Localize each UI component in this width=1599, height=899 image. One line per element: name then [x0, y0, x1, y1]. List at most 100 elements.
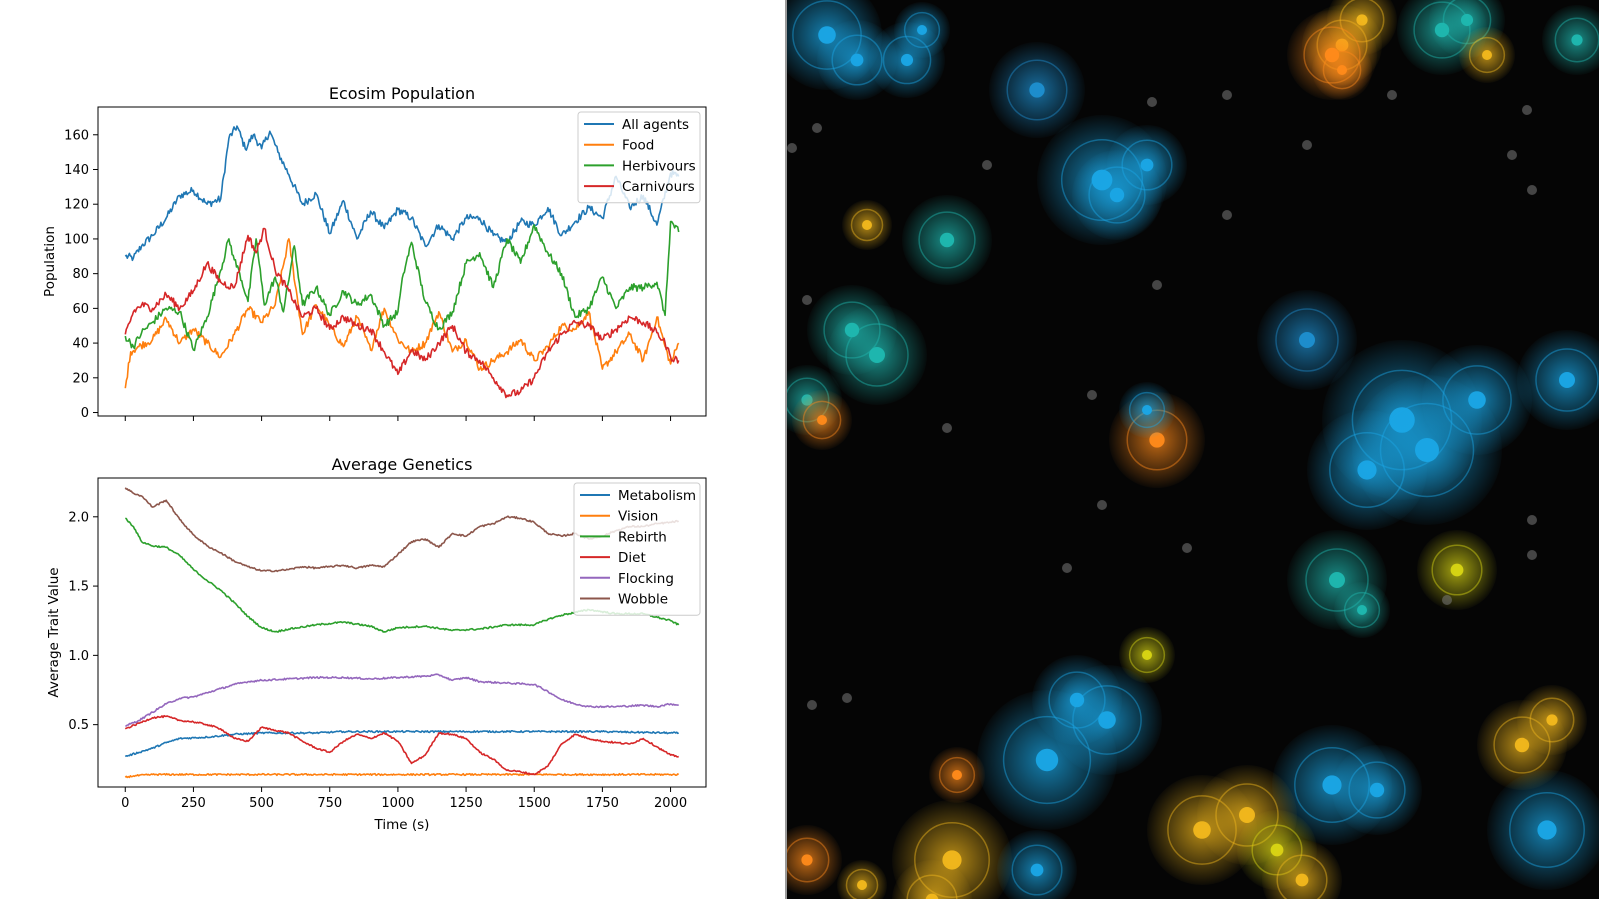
organism-ring	[1011, 844, 1063, 896]
organism-ring	[1128, 636, 1166, 674]
organism[interactable]	[1517, 330, 1599, 430]
organism[interactable]	[1459, 27, 1515, 83]
organism-ring	[1088, 166, 1146, 224]
organism[interactable]	[1542, 5, 1599, 75]
food-particle	[842, 693, 852, 703]
legend-label: Food	[622, 138, 654, 154]
y-tick-label: 120	[64, 198, 89, 213]
food-particle	[1147, 97, 1157, 107]
organism[interactable]	[787, 825, 842, 895]
organism-core	[1029, 82, 1045, 98]
organism[interactable]	[892, 860, 972, 899]
organism[interactable]	[1072, 150, 1162, 240]
food-particle	[1062, 563, 1072, 573]
organism-ring	[1535, 348, 1599, 412]
y-tick-label: 160	[64, 128, 89, 143]
organism[interactable]	[1262, 840, 1342, 899]
simulation-viewport[interactable]	[787, 0, 1599, 899]
y-tick-label: 60	[72, 302, 89, 317]
organism[interactable]	[1032, 655, 1122, 745]
organism-core	[1035, 748, 1059, 772]
organism[interactable]	[837, 860, 887, 899]
food-particle	[1302, 140, 1312, 150]
food-particle	[1097, 500, 1107, 510]
series-line-all-agents	[124, 125, 680, 262]
food-particle	[802, 295, 812, 305]
food-particle	[1527, 515, 1537, 525]
organism[interactable]	[1119, 627, 1175, 683]
organism[interactable]	[1334, 582, 1390, 638]
food-particle	[1222, 210, 1232, 220]
organism-core	[857, 880, 867, 890]
organism[interactable]	[1287, 10, 1377, 100]
organism-aura	[787, 825, 842, 895]
organism-core	[1109, 187, 1125, 203]
organism[interactable]	[894, 2, 950, 58]
organism-core	[869, 347, 885, 363]
x-tick-label: 1000	[381, 796, 414, 811]
y-tick-label: 20	[72, 371, 89, 386]
food-particle	[1387, 90, 1397, 100]
organism-ring	[1303, 26, 1361, 84]
food-particle	[1152, 280, 1162, 290]
organism[interactable]	[902, 195, 992, 285]
food-particle	[812, 123, 822, 133]
organism[interactable]	[1517, 685, 1587, 755]
organism-core	[1329, 572, 1345, 588]
organism-ring	[918, 211, 976, 269]
simulation-canvas[interactable]	[787, 0, 1599, 899]
organism[interactable]	[842, 200, 892, 250]
legend: Metabolism Vision Rebirth Diet Flocking Wobbl…	[573, 482, 701, 616]
x-tick-label: 750	[317, 796, 342, 811]
organism-core	[850, 53, 864, 67]
food-particle	[807, 700, 817, 710]
organism-ring	[1529, 697, 1575, 743]
organism[interactable]	[1417, 530, 1497, 610]
organism[interactable]	[997, 830, 1077, 899]
x-axis-label: Time (s)	[374, 817, 430, 833]
organism[interactable]	[792, 390, 852, 450]
organism[interactable]	[1487, 770, 1599, 890]
organism-ring	[802, 400, 842, 440]
x-tick-label: 2000	[654, 796, 687, 811]
organism-core	[1142, 650, 1152, 660]
x-tick-label: 0	[121, 796, 129, 811]
organism[interactable]	[929, 747, 985, 803]
organism-core	[1546, 714, 1558, 726]
organism-ring	[1128, 391, 1166, 429]
organism-aura	[1542, 5, 1599, 75]
organism-core	[801, 854, 813, 866]
organism[interactable]	[1119, 382, 1175, 438]
organism-ring	[845, 323, 909, 387]
organism-core	[1030, 863, 1044, 877]
organism-core	[1571, 34, 1583, 46]
organism-ring	[1276, 854, 1328, 899]
x-tick-label: 1250	[450, 796, 483, 811]
series-line-carnivours	[124, 227, 680, 399]
organism-ring	[845, 868, 879, 899]
organism-core	[1069, 692, 1085, 708]
organism[interactable]	[1257, 290, 1357, 390]
pane-divider[interactable]	[785, 0, 787, 899]
y-tick-label: 0	[81, 406, 89, 421]
series-line-diet	[124, 714, 679, 776]
series-line-flocking	[125, 673, 679, 727]
food-particle	[1507, 150, 1517, 160]
organism[interactable]	[1352, 375, 1502, 525]
organism-aura	[892, 860, 972, 899]
y-axis-label: Population	[42, 226, 58, 297]
organism-ring	[1348, 761, 1406, 819]
organism-ring	[1509, 792, 1585, 868]
chart-panel: Ecosim Population 0 20 40 60 80 100 120 140 160 Po…	[0, 0, 785, 899]
food-particle	[1087, 390, 1097, 400]
organism[interactable]	[1332, 745, 1422, 835]
y-tick-label: 1.0	[68, 649, 89, 664]
legend-label: Carnivours	[622, 179, 695, 195]
x-tick-label: 500	[249, 796, 274, 811]
organism-ring	[906, 874, 958, 899]
chart-title: Ecosim Population	[329, 84, 475, 103]
legend: All agents Food Herbivours Carnivours	[577, 111, 701, 204]
organism[interactable]	[827, 305, 927, 405]
food-particle	[1527, 185, 1537, 195]
organism[interactable]	[989, 42, 1085, 138]
